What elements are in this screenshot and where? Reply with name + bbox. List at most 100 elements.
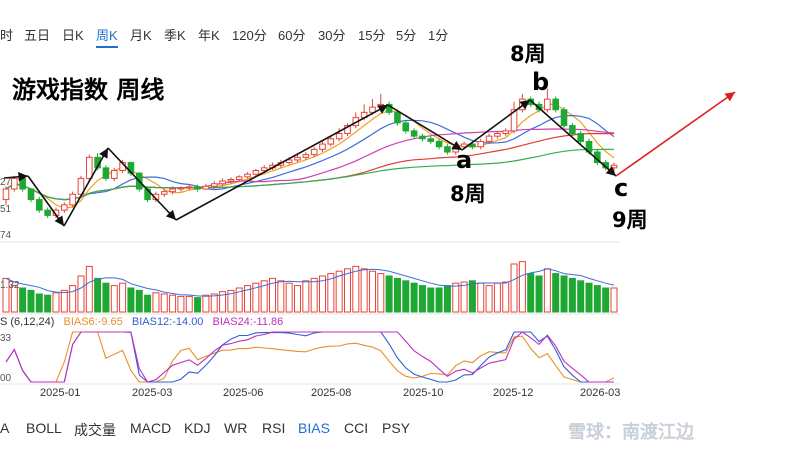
volume-bar xyxy=(535,275,543,313)
volume-bar xyxy=(327,273,335,313)
wave-arrow xyxy=(63,147,109,227)
wave-arrow xyxy=(387,104,463,151)
candle-body xyxy=(260,167,268,172)
volume-bar xyxy=(593,285,601,313)
volume-bar xyxy=(577,280,585,313)
tab-indicator-0[interactable]: A xyxy=(0,420,10,436)
price-label-2: 51 xyxy=(0,204,12,215)
tab-indicator-5[interactable]: WR xyxy=(224,420,248,436)
price-label-1: 27 xyxy=(0,177,12,188)
candle-body xyxy=(177,187,185,190)
tab-period-10[interactable]: 15分 xyxy=(358,28,386,43)
tab-period-1[interactable]: 五日 xyxy=(24,28,51,43)
volume-bar xyxy=(510,263,518,313)
x-tick-label: 2025-06 xyxy=(223,387,264,399)
volume-bar xyxy=(219,291,227,313)
tab-period-5[interactable]: 季K xyxy=(164,28,186,43)
candle-body xyxy=(302,154,310,158)
x-tick-label: 2025-10 xyxy=(403,387,444,399)
candle-body xyxy=(419,135,426,140)
candle-body xyxy=(319,143,326,150)
bias24-value: BIAS24:-11.86 xyxy=(212,316,284,328)
volume-bar xyxy=(377,273,385,313)
volume-bar xyxy=(235,287,243,313)
tab-period-11[interactable]: 5分 xyxy=(396,28,417,43)
tab-period-6[interactable]: 年K xyxy=(198,28,220,43)
tab-indicator-2[interactable]: 成交量 xyxy=(74,422,116,438)
indicator-tab-bar: A BOLL 成交量 MACD KDJ WR RSI BIAS CCI PSY xyxy=(0,418,520,442)
candle-body xyxy=(477,140,485,148)
volume-bar xyxy=(410,282,418,313)
volume-bar xyxy=(94,277,102,313)
volume-bar xyxy=(452,282,460,313)
volume-bar xyxy=(77,275,85,313)
volume-bar xyxy=(160,293,168,313)
volume-bar xyxy=(19,287,27,313)
volume-bar xyxy=(294,285,302,313)
tab-indicator-8[interactable]: CCI xyxy=(344,420,369,436)
candle-body xyxy=(577,133,584,142)
volume-bar xyxy=(185,295,193,313)
volume-bar xyxy=(602,287,610,313)
candle-body xyxy=(202,185,210,190)
volume-bar xyxy=(27,289,35,313)
bias12-value: BIAS12:-14.00 xyxy=(131,316,204,328)
volume-bar xyxy=(427,287,435,313)
projection-arrow xyxy=(615,91,736,177)
candle-body xyxy=(310,148,318,156)
candle-body xyxy=(110,170,118,179)
candle-body xyxy=(402,122,410,132)
candle-body xyxy=(294,156,301,161)
volume-bar xyxy=(169,294,177,313)
tab-indicator-7[interactable]: BIAS xyxy=(298,420,330,436)
wave-arrow xyxy=(3,172,29,182)
candle-body xyxy=(569,125,576,134)
tab-indicator-3[interactable]: MACD xyxy=(130,420,172,436)
volume-bar xyxy=(127,287,135,313)
volume-bar xyxy=(210,293,218,313)
candle-body xyxy=(102,167,110,179)
tab-indicator-9[interactable]: PSY xyxy=(382,420,411,436)
tab-period-2[interactable]: 日K xyxy=(62,28,84,43)
volume-bar xyxy=(435,287,443,313)
volume-bar xyxy=(10,285,18,313)
volume-bar xyxy=(152,292,160,313)
annotation-title: 游戏指数 周线 xyxy=(12,76,165,104)
volume-bar xyxy=(244,285,252,313)
tab-period-0[interactable]: 时 xyxy=(0,28,14,43)
volume-bar xyxy=(44,294,52,313)
volume-bar xyxy=(144,294,152,313)
tab-indicator-6[interactable]: RSI xyxy=(262,420,286,436)
tab-period-7[interactable]: 120分 xyxy=(232,28,267,43)
volume-bar xyxy=(310,277,318,313)
candle-body xyxy=(235,176,243,180)
candle-body xyxy=(369,106,376,113)
tab-period-12[interactable]: 1分 xyxy=(428,28,449,43)
tab-period-8[interactable]: 60分 xyxy=(278,28,306,43)
tab-indicator-4[interactable]: KDJ xyxy=(184,420,211,436)
tab-period-4[interactable]: 月K xyxy=(130,28,152,43)
candle-body xyxy=(169,188,176,193)
candle-body xyxy=(427,138,435,142)
candle-body xyxy=(210,183,218,187)
candle-body xyxy=(36,199,43,211)
volume-bar xyxy=(543,268,551,313)
x-tick-label: 2025-03 xyxy=(132,387,173,399)
candle-body xyxy=(552,98,559,111)
watermark-text: 雪球：南渡江边 xyxy=(568,422,694,442)
volume-bar xyxy=(177,295,185,313)
tab-period-9[interactable]: 30分 xyxy=(318,28,346,43)
candle-body xyxy=(160,191,168,195)
tab-indicator-1[interactable]: BOLL xyxy=(26,420,62,436)
volume-bar xyxy=(402,280,410,313)
volume-bar xyxy=(85,265,93,313)
candle-body xyxy=(11,177,18,190)
candle-body xyxy=(285,159,293,164)
bias-line xyxy=(5,331,614,383)
candle-body xyxy=(69,193,76,206)
tab-period-3[interactable]: 周K xyxy=(96,25,118,48)
volume-bar xyxy=(52,292,60,313)
x-tick-label: 2025-01 xyxy=(40,387,81,399)
volume-bar xyxy=(393,277,401,313)
volume-bar xyxy=(477,282,485,313)
